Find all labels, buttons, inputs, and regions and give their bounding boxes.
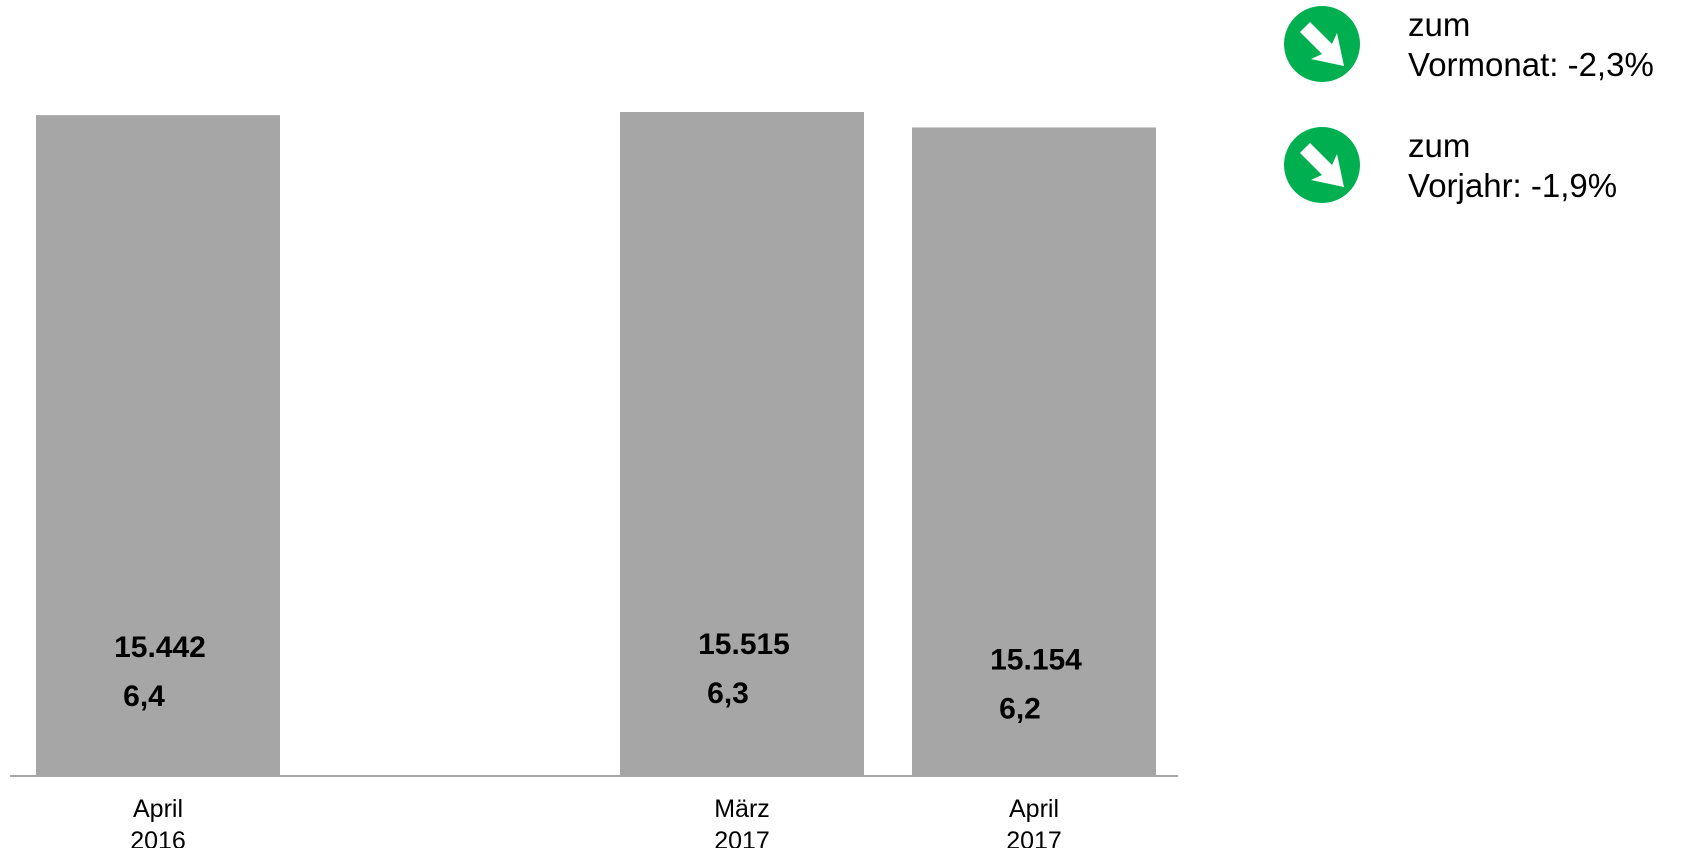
data-label: 15.515 — [698, 628, 790, 661]
change-vs-previous-year-line2: Vorjahr: -1,9% — [1408, 167, 1618, 204]
change-vs-previous-year-line1: zum — [1408, 127, 1471, 164]
bar-chart: 15.442 6,4 April 2016 15.515 6,3 März 2017 15.15… — [10, 112, 1178, 848]
down-right-arrow-icon — [1284, 6, 1360, 82]
x-tick-label: April — [1009, 795, 1059, 823]
change-vs-previous-month-line2: Vormonat: -2,3% — [1408, 46, 1654, 83]
rate-label: 6,2 — [999, 692, 1041, 725]
rate-label: 6,4 — [123, 680, 165, 713]
down-right-arrow-icon — [1284, 127, 1360, 203]
rate-label: 6,3 — [707, 677, 749, 710]
bar — [620, 112, 864, 776]
bar — [912, 127, 1156, 776]
change-vs-previous-month-line1: zum — [1408, 6, 1471, 43]
data-label: 15.442 — [114, 631, 206, 664]
x-tick-label: März — [714, 795, 770, 823]
change-vs-previous-year-text: zum Vorjahr: -1,9% — [1408, 126, 1617, 206]
x-tick-label: 2017 — [1006, 827, 1062, 848]
bar — [36, 115, 280, 776]
x-tick-label: 2017 — [714, 827, 770, 848]
change-vs-previous-month: zum Vormonat: -2,3% — [1283, 5, 1654, 85]
x-tick-label: 2016 — [130, 827, 186, 848]
data-label: 15.154 — [990, 643, 1082, 676]
change-vs-previous-year: zum Vorjahr: -1,9% — [1283, 126, 1617, 206]
x-tick-label: April — [133, 795, 183, 823]
change-vs-previous-month-text: zum Vormonat: -2,3% — [1408, 5, 1654, 85]
